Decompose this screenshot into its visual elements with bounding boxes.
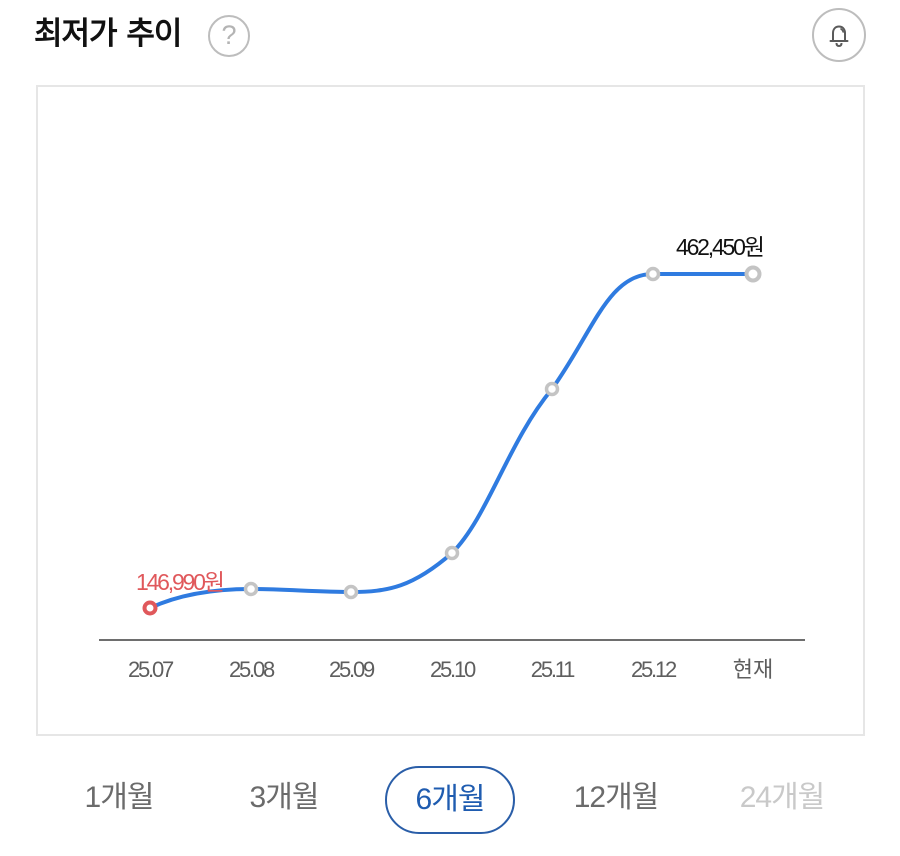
period-tabs: 1개월 3개월 6개월 12개월 24개월 xyxy=(0,762,900,836)
x-tick-label: 25.10 xyxy=(430,657,476,682)
current-price-label: 462,450원 xyxy=(676,234,763,260)
tab-3-months[interactable]: 3개월 xyxy=(249,781,320,814)
data-point[interactable] xyxy=(544,381,560,397)
header: 최저가 추이 ? xyxy=(0,0,900,80)
x-tick-label: 25.11 xyxy=(531,657,575,682)
page-title: 최저가 추이 xyxy=(34,16,182,52)
bell-icon xyxy=(829,25,849,48)
x-tick-label: 현재 xyxy=(733,657,773,682)
x-tick-label: 25.07 xyxy=(128,657,174,682)
tab-24-months: 24개월 xyxy=(739,781,826,814)
tab-1-month[interactable]: 1개월 xyxy=(84,781,155,814)
data-point-min[interactable] xyxy=(142,600,158,616)
price-chart: 146,990원 462,450원 25.07 25.08 25.09 25.1… xyxy=(36,85,865,736)
x-tick-label: 25.08 xyxy=(229,657,275,682)
line-chart: 146,990원 462,450원 25.07 25.08 25.09 25.1… xyxy=(99,234,805,682)
data-point[interactable] xyxy=(243,581,259,597)
x-tick-label: 25.09 xyxy=(329,657,375,682)
tab-6-months[interactable]: 6개월 xyxy=(385,766,515,834)
help-icon[interactable]: ? xyxy=(208,15,250,57)
price-alert-button[interactable] xyxy=(812,8,866,62)
data-point[interactable] xyxy=(444,545,460,561)
min-price-label: 146,990원 xyxy=(136,569,223,595)
tab-12-months[interactable]: 12개월 xyxy=(573,781,660,814)
data-point[interactable] xyxy=(645,266,661,282)
data-point-current[interactable] xyxy=(744,265,762,283)
data-point[interactable] xyxy=(343,584,359,600)
x-tick-label: 25.12 xyxy=(631,657,677,682)
